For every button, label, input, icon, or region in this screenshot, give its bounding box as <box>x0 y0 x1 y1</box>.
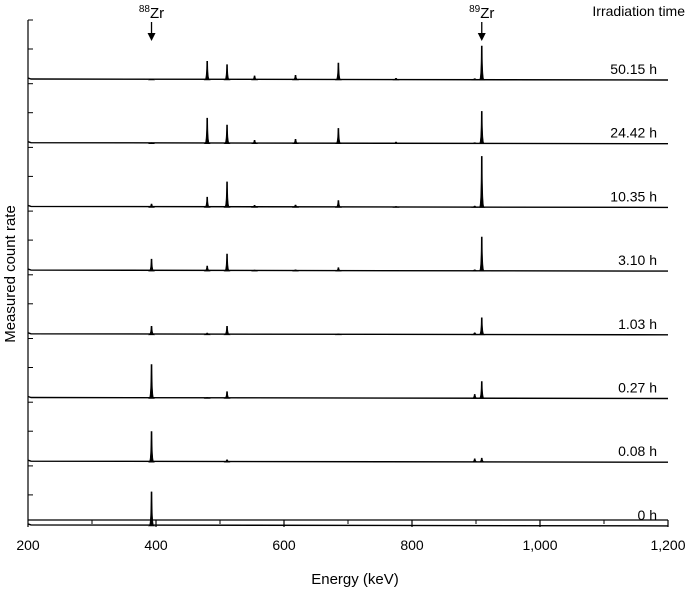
spectrum-peak <box>203 397 211 399</box>
spectrum-peak <box>203 196 211 208</box>
x-tick-label: 200 <box>16 537 40 553</box>
spectrum-peak <box>334 333 342 336</box>
spectrum-peak <box>471 332 479 336</box>
x-tick-label: 1,200 <box>650 537 685 553</box>
spectrum-peak <box>223 326 231 336</box>
axes-group: 200 400 600 800 1,000 1,200 <box>16 19 685 553</box>
irradiation-time-header: Irradiation time <box>592 3 685 19</box>
arrow-head-icon <box>147 33 156 41</box>
spectrum-peak <box>223 459 231 463</box>
isotope-label: 88Zr <box>139 4 164 22</box>
spectrum-peak <box>334 62 342 81</box>
spectrum-peak <box>203 117 211 144</box>
y-axis-label: Measured count rate <box>2 205 19 343</box>
spectrum-peak <box>392 206 400 208</box>
spectrum-peak <box>223 181 231 208</box>
spectrum-peak <box>291 269 300 272</box>
spectrum-peak <box>251 75 259 81</box>
x-tick-label: 800 <box>400 537 424 553</box>
x-tick-label: 1,000 <box>522 537 557 553</box>
spectrum-peak <box>147 78 156 81</box>
spectrum-baseline <box>27 77 669 81</box>
spectrum-peak <box>223 391 231 399</box>
spectrum-peak <box>147 142 156 144</box>
spectrum-peak <box>251 140 259 144</box>
spectrum-50-15-h: 50.15 h <box>27 45 669 81</box>
spectrum-peak <box>478 236 486 272</box>
spectrum-peak <box>392 141 400 144</box>
spectrum-10-35-h: 10.35 h <box>27 156 669 209</box>
spectrum-peak <box>203 332 211 336</box>
spectrum-peak <box>471 142 479 144</box>
annotations-group: 88Zr 89Zr <box>139 4 494 41</box>
spectrum-peak <box>334 200 342 208</box>
spectrum-peak <box>471 205 479 208</box>
arrow-head-icon <box>477 33 486 41</box>
irradiation-time-label: 0.27 h <box>618 380 657 396</box>
spectrum-peak <box>223 124 231 144</box>
spectrum-peak <box>147 491 156 527</box>
spectrum-peak <box>291 138 300 144</box>
spectrum-peak <box>147 258 156 272</box>
spectrum-1-03-h: 1.03 h <box>27 316 669 336</box>
spectrum-baseline <box>27 459 669 463</box>
spectrum-peak <box>203 265 211 272</box>
spectrum-peak <box>471 269 479 272</box>
spectrum-peak <box>147 431 156 463</box>
isotope-label: 89Zr <box>469 4 494 22</box>
spectrum-peak <box>478 317 486 336</box>
spectrum-peak <box>147 203 156 208</box>
x-tick-label: 600 <box>272 537 296 553</box>
spectrum-baseline <box>27 395 669 400</box>
spectrum-0-08-h: 0.08 h <box>27 431 669 463</box>
spectrum-peak <box>471 394 479 399</box>
spectrum-peak <box>478 156 486 208</box>
spectrum-peak <box>251 269 259 272</box>
spectrum-peak <box>147 364 156 399</box>
x-tick-label: 400 <box>144 537 168 553</box>
spectrum-peak <box>223 253 231 272</box>
spectrum-peak <box>478 457 486 463</box>
spectrum-baseline <box>27 332 669 336</box>
irradiation-time-label: 24.42 h <box>610 125 657 141</box>
spectrum-3-10-h: 3.10 h <box>27 236 669 272</box>
spectrum-peak <box>478 381 486 399</box>
isotope-annotation-89Zr: 89Zr <box>469 4 494 41</box>
irradiation-time-label: 0.08 h <box>618 443 657 459</box>
spectrum-baseline <box>27 204 669 209</box>
spectra-group: 50.15 h 24.42 h 10.35 h 3.10 h 1.03 h 0.27 h 0… <box>27 45 669 527</box>
spectrum-peak <box>334 267 342 272</box>
spectrum-24-42-h: 24.42 h <box>27 111 669 145</box>
spectrum-0-27-h: 0.27 h <box>27 364 669 400</box>
spectrum-peak <box>291 204 300 208</box>
spectrum-peak <box>471 78 479 81</box>
spectrum-peak <box>471 458 479 463</box>
spectrum-peak <box>392 78 400 81</box>
irradiation-time-label: 50.15 h <box>610 61 657 77</box>
spectrum-baseline <box>27 268 669 272</box>
spectrum-peak <box>147 326 156 336</box>
irradiation-time-label: 0 h <box>638 507 657 523</box>
spectrum-peak <box>478 111 486 144</box>
irradiation-time-label: 1.03 h <box>618 316 657 332</box>
spectrum-baseline <box>27 523 669 527</box>
spectrum-baseline <box>27 141 669 145</box>
irradiation-time-label: 3.10 h <box>618 252 657 268</box>
x-axis-label: Energy (keV) <box>311 571 399 588</box>
spectrum-peak <box>251 205 259 208</box>
spectrum-peak <box>203 61 211 81</box>
spectrum-peak <box>223 64 231 81</box>
spectrum-peak <box>478 45 486 81</box>
spectrum-0-h: 0 h <box>27 491 669 527</box>
spectrum-peak <box>291 74 300 81</box>
spectrum-peak <box>334 128 342 144</box>
irradiation-time-label: 10.35 h <box>610 188 657 204</box>
isotope-annotation-88Zr: 88Zr <box>139 4 164 41</box>
